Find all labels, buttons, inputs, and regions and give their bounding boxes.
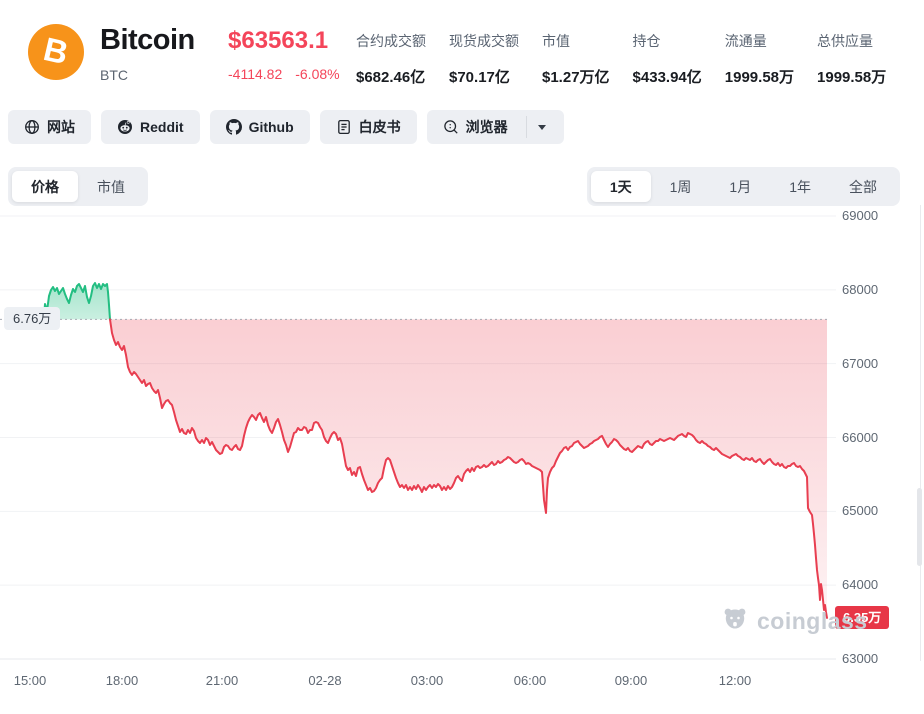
range-1w[interactable]: 1周 [669,178,692,195]
reddit-button[interactable]: Reddit [101,110,200,144]
range-1d[interactable]: 1天 [590,171,651,202]
current-price: $63563.1 [228,27,329,54]
tab-marketcap[interactable]: 市值 [97,178,125,195]
explorer-search-icon [443,119,459,135]
coin-name: Bitcoin [100,24,195,56]
globe-icon [24,119,40,135]
y-axis-label: 65000 [842,503,879,519]
x-axis-label: 03:00 [410,673,444,688]
last-price-badge: 6.35万 [835,605,890,629]
x-axis-label: 15:00 [13,673,47,688]
stats-row: 合约成交额 $682.46亿 现货成交额 $70.17亿 市值 $1.27万亿 … [356,24,886,87]
github-button[interactable]: Github [209,110,310,144]
chevron-down-icon[interactable] [537,124,546,130]
coinglass-watermark: coinglass [721,605,868,638]
explorer-button[interactable]: 浏览器 [426,110,564,144]
external-links: 网站 Reddit Github [8,110,564,144]
y-axis-label: 68000 [842,281,879,297]
y-axis-label: 67000 [842,355,879,371]
y-axis-label: 66000 [842,429,879,445]
change-absolute: -4114.82 [228,66,283,83]
range-tabs: 1天 1周 1月 1年 全部 [586,167,900,206]
button-divider [525,116,527,138]
watermark-text: coinglass [757,608,868,634]
stat-circulating-supply: 流通量 1999.58万 [724,33,795,86]
y-axis-label: 69000 [842,208,879,223]
price-line-down [109,318,828,619]
coin-header: B Bitcoin BTC $63563.1 -4114.82 -6.08% 合… [28,24,886,87]
x-axis-label: 09:00 [614,673,648,688]
github-icon [225,119,242,135]
range-all[interactable]: 全部 [849,178,877,195]
stat-spot-volume: 现货成交额 $70.17亿 [449,33,519,86]
website-button[interactable]: 网站 [8,110,91,144]
reddit-icon [117,119,133,135]
bitcoin-logo: B [28,24,84,80]
baseline-price-label: 6.76万 [4,307,61,331]
x-axis-label: 18:00 [105,673,139,688]
tab-price[interactable]: 价格 [12,171,78,202]
x-axis-label: 21:00 [205,673,239,688]
scrollbar-thumb[interactable] [917,488,922,566]
x-axis-label: 02-28 [308,673,342,688]
price-chart[interactable] [0,205,836,665]
change-percent: -6.08% [295,66,340,83]
chart-area[interactable]: 69000 68000 67000 66000 65000 64000 63000 15:0… [0,205,924,714]
scrollbar-track [920,205,921,661]
x-axis-label: 12:00 [718,673,752,688]
stat-market-cap: 市值 $1.27万亿 [542,33,610,86]
stat-contract-volume: 合约成交额 $682.46亿 [356,33,426,86]
stat-open-interest: 持仓 $433.94亿 [632,33,702,86]
bitcoin-icon: B [40,29,72,72]
document-icon [336,119,352,135]
coin-symbol: BTC [100,66,128,83]
y-axis-label: 63000 [842,651,879,666]
stat-total-supply: 总供应量 1999.58万 [817,33,887,86]
coinglass-logo-icon [721,605,749,638]
range-1y[interactable]: 1年 [789,178,811,195]
range-1m[interactable]: 1月 [729,178,752,195]
metric-tabs: 价格 市值 [8,167,148,206]
whitepaper-button[interactable]: 白皮书 [319,110,417,144]
y-axis-label: 64000 [842,577,879,593]
x-axis-label: 06:00 [513,673,547,688]
price-line-up [43,282,111,321]
